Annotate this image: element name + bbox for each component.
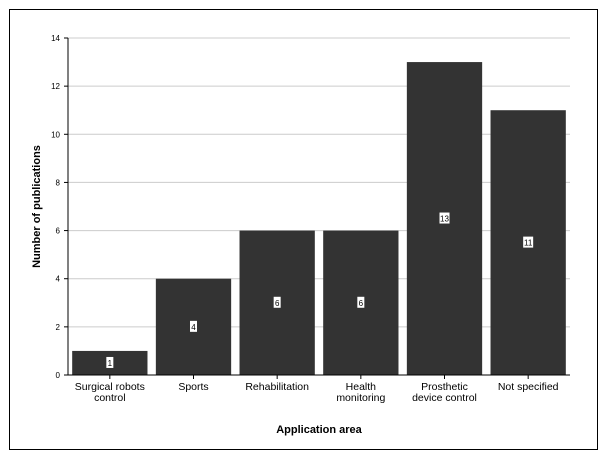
bar-label-box: [439, 212, 450, 224]
y-tick-label: 6: [56, 227, 61, 236]
x-tick-label: Sports: [178, 381, 208, 393]
y-tick-label: 10: [51, 130, 60, 139]
axes: [67, 38, 570, 376]
x-tick-label: Prosthetic: [421, 381, 468, 393]
x-tick-label: device control: [412, 392, 477, 404]
y-tick-label: 2: [56, 323, 61, 332]
x-tick-label: Not specified: [498, 381, 559, 393]
bar-label: 11: [524, 239, 533, 248]
bars: 1 4 6 6 13 11: [72, 62, 566, 375]
y-tick-label: 0: [56, 371, 61, 380]
y-tick-label: 12: [51, 82, 60, 91]
y-axis-ticks: 0 2 4 6 8 10 12 14: [51, 34, 68, 380]
x-tick-label: control: [94, 392, 126, 404]
x-tick-label: Rehabilitation: [245, 381, 309, 393]
bar-label: 6: [275, 299, 280, 308]
y-tick-label: 8: [56, 178, 61, 187]
x-tick-label: Health: [346, 381, 377, 393]
y-tick-label: 4: [56, 275, 61, 284]
bar-label-box: [273, 296, 281, 308]
bar-label-box: [357, 296, 365, 308]
x-tick-label: Surgical robots: [75, 381, 145, 393]
bar-label: 13: [440, 215, 449, 224]
x-axis-title: Application area: [276, 424, 362, 436]
bar-label: 4: [191, 323, 196, 332]
bar-label-box: [190, 320, 197, 332]
bar-label-box: [106, 356, 114, 368]
bar-label-box: [523, 236, 534, 248]
bar-label: 1: [108, 359, 113, 368]
x-tick-label: monitoring: [336, 392, 385, 404]
y-tick-label: 14: [51, 34, 60, 43]
gridlines: [68, 37, 570, 328]
bar-label: 6: [359, 299, 364, 308]
y-axis-title: Number of publications: [31, 145, 43, 268]
